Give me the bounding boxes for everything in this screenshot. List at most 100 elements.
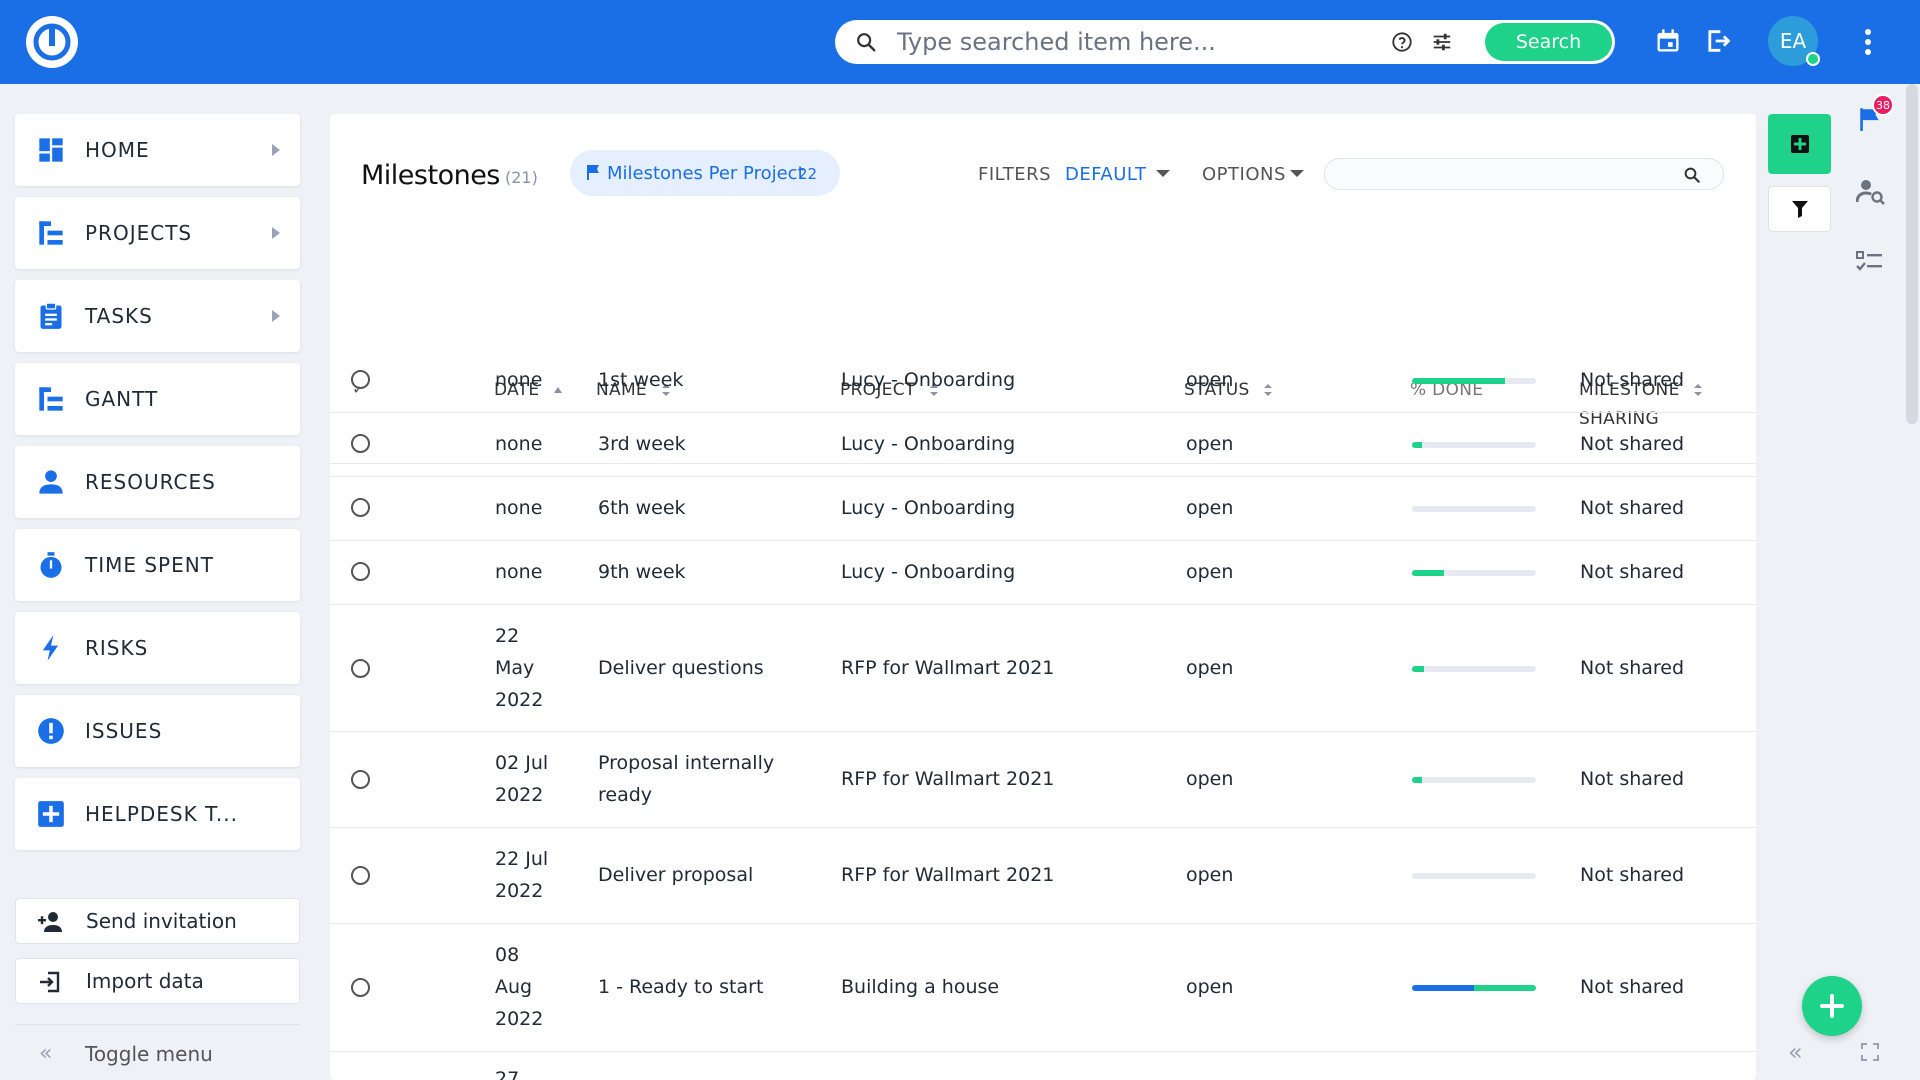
row-project[interactable]: Lucy - Onboarding bbox=[841, 497, 1016, 519]
row-date: 22 Jul 2022 bbox=[495, 848, 549, 902]
table-row[interactable]: 08 Aug 2022 1 - Ready to start Building … bbox=[330, 925, 1756, 1052]
row-name[interactable]: 3rd week bbox=[598, 433, 686, 455]
row-name[interactable]: 9th week bbox=[598, 561, 686, 583]
row-checkbox[interactable] bbox=[351, 866, 370, 885]
row-project[interactable]: Building a house bbox=[841, 976, 1000, 998]
import-data-button[interactable]: Import data bbox=[15, 958, 300, 1004]
progress-fill bbox=[1412, 442, 1422, 448]
row-name[interactable]: Proposal internally ready bbox=[598, 752, 775, 806]
column-status-label: STATUS bbox=[1184, 380, 1250, 400]
calendar-icon[interactable] bbox=[1654, 27, 1682, 55]
sidebar-item-gantt[interactable]: GANTT bbox=[15, 363, 300, 435]
sidebar-item-label: HELPDESK T... bbox=[85, 802, 238, 826]
table-row[interactable]: none 3rd week Lucy - Onboarding open Not… bbox=[330, 414, 1756, 477]
send-invitation-button[interactable]: Send invitation bbox=[15, 898, 300, 944]
sidebar-item-issues[interactable]: ISSUES bbox=[15, 695, 300, 767]
row-name[interactable]: 1st week bbox=[598, 369, 684, 391]
logout-icon[interactable] bbox=[1704, 27, 1732, 55]
vertical-scrollbar[interactable] bbox=[1906, 84, 1918, 424]
notification-badge: 38 bbox=[1872, 94, 1894, 116]
table-row[interactable]: 27 bbox=[330, 1053, 1756, 1080]
column-milestone-sharing[interactable]: MILESTONE SHARING bbox=[1579, 376, 1703, 434]
row-name[interactable]: Deliver proposal bbox=[598, 864, 754, 886]
row-checkbox[interactable] bbox=[351, 498, 370, 517]
row-project[interactable]: Lucy - Onboarding bbox=[841, 433, 1016, 455]
filter-button[interactable] bbox=[1768, 186, 1831, 232]
add-milestone-button[interactable] bbox=[1768, 114, 1831, 174]
sidebar-item-resources[interactable]: RESOURCES bbox=[15, 446, 300, 518]
table-row[interactable]: 22 May 2022 Deliver questions RFP for Wa… bbox=[330, 606, 1756, 732]
progress-fill bbox=[1412, 666, 1425, 672]
filters-caret-icon[interactable] bbox=[1156, 170, 1170, 177]
search-button[interactable]: Search bbox=[1485, 23, 1612, 61]
row-checkbox[interactable] bbox=[351, 434, 370, 453]
person-add-icon bbox=[38, 912, 62, 932]
column-date[interactable]: DATE bbox=[494, 376, 563, 405]
table-header bbox=[330, 282, 1756, 464]
filter-icon bbox=[1791, 201, 1808, 218]
row-project[interactable]: RFP for Wallmart 2021 bbox=[841, 864, 1055, 886]
column-project[interactable]: PROJECT bbox=[840, 376, 939, 405]
toggle-menu-button[interactable]: « Toggle menu bbox=[15, 1024, 300, 1080]
row-name[interactable]: 6th week bbox=[598, 497, 686, 519]
column-name[interactable]: NAME bbox=[596, 376, 671, 405]
table-row[interactable]: none 6th week Lucy - Onboarding open Not… bbox=[330, 478, 1756, 541]
table-row[interactable]: none 9th week Lucy - Onboarding open Not… bbox=[330, 542, 1756, 605]
row-project[interactable]: Lucy - Onboarding bbox=[841, 561, 1016, 583]
global-search-input[interactable] bbox=[897, 26, 1397, 58]
sidebar-item-time-spent[interactable]: TIME SPENT bbox=[15, 529, 300, 601]
row-project[interactable]: Lucy - Onboarding bbox=[841, 369, 1016, 391]
row-checkbox[interactable] bbox=[351, 770, 370, 789]
sort-icon bbox=[1264, 384, 1273, 396]
search-icon[interactable] bbox=[1683, 166, 1701, 184]
sidebar-item-projects[interactable]: PROJECTS bbox=[15, 197, 300, 269]
row-status: open bbox=[1186, 561, 1234, 583]
row-checkbox[interactable] bbox=[351, 370, 370, 389]
help-icon[interactable] bbox=[1391, 31, 1413, 53]
column-name-label: NAME bbox=[596, 380, 647, 400]
more-vertical-icon[interactable] bbox=[1856, 27, 1880, 57]
row-sharing: Not shared bbox=[1580, 657, 1685, 679]
row-name[interactable]: 1 - Ready to start bbox=[598, 976, 764, 998]
sidebar-item-risks[interactable]: RISKS bbox=[15, 612, 300, 684]
table-row[interactable]: 22 Jul 2022 Deliver proposal RFP for Wal… bbox=[330, 829, 1756, 924]
progress-fill bbox=[1412, 570, 1445, 576]
floating-add-button[interactable] bbox=[1802, 976, 1862, 1036]
progress-bar bbox=[1412, 570, 1536, 576]
progress-fill bbox=[1412, 777, 1422, 783]
column-sharing-label: SHARING bbox=[1579, 409, 1660, 429]
table-row[interactable]: none 1st week Lucy - Onboarding open Not… bbox=[330, 350, 1756, 413]
milestone-count: (21) bbox=[505, 168, 538, 187]
user-avatar[interactable]: EA bbox=[1768, 16, 1820, 66]
row-checkbox[interactable] bbox=[351, 659, 370, 678]
progress-bar bbox=[1412, 442, 1536, 448]
row-project[interactable]: RFP for Wallmart 2021 bbox=[841, 768, 1055, 790]
sidebar-item-home[interactable]: HOME bbox=[15, 114, 300, 186]
app-logo[interactable] bbox=[26, 16, 78, 68]
checklist-icon[interactable] bbox=[1856, 250, 1884, 274]
options-dropdown[interactable]: OPTIONS bbox=[1202, 164, 1286, 185]
filters-dropdown[interactable]: DEFAULT bbox=[1065, 164, 1147, 185]
row-checkbox[interactable] bbox=[351, 978, 370, 997]
progress-bar bbox=[1412, 777, 1536, 783]
sidebar-item-label: TASKS bbox=[85, 304, 153, 328]
sidebar-item-helpdesk[interactable]: HELPDESK T... bbox=[15, 778, 300, 850]
row-checkbox[interactable] bbox=[351, 562, 370, 581]
row-name[interactable]: Deliver questions bbox=[598, 657, 764, 679]
user-search-icon[interactable] bbox=[1856, 178, 1886, 206]
table-row[interactable]: 02 Jul 2022 Proposal internally ready RF… bbox=[330, 733, 1756, 828]
milestones-per-project-chip[interactable]: Milestones Per Project 22 bbox=[570, 150, 840, 196]
sort-asc-icon bbox=[554, 387, 563, 393]
sidebar-item-tasks[interactable]: TASKS bbox=[15, 280, 300, 352]
fullscreen-icon[interactable] bbox=[1860, 1042, 1880, 1062]
options-caret-icon[interactable] bbox=[1290, 170, 1304, 177]
column-status[interactable]: STATUS bbox=[1184, 376, 1273, 405]
tune-icon[interactable] bbox=[1431, 31, 1453, 53]
row-status: open bbox=[1186, 433, 1234, 455]
row-project[interactable]: RFP for Wallmart 2021 bbox=[841, 657, 1055, 679]
sort-icon bbox=[1694, 384, 1703, 396]
milestone-search-input[interactable] bbox=[1341, 163, 1671, 185]
plus-square-icon bbox=[38, 801, 64, 827]
double-chevron-left-icon[interactable]: « bbox=[1788, 1038, 1803, 1066]
import-icon bbox=[40, 971, 60, 993]
